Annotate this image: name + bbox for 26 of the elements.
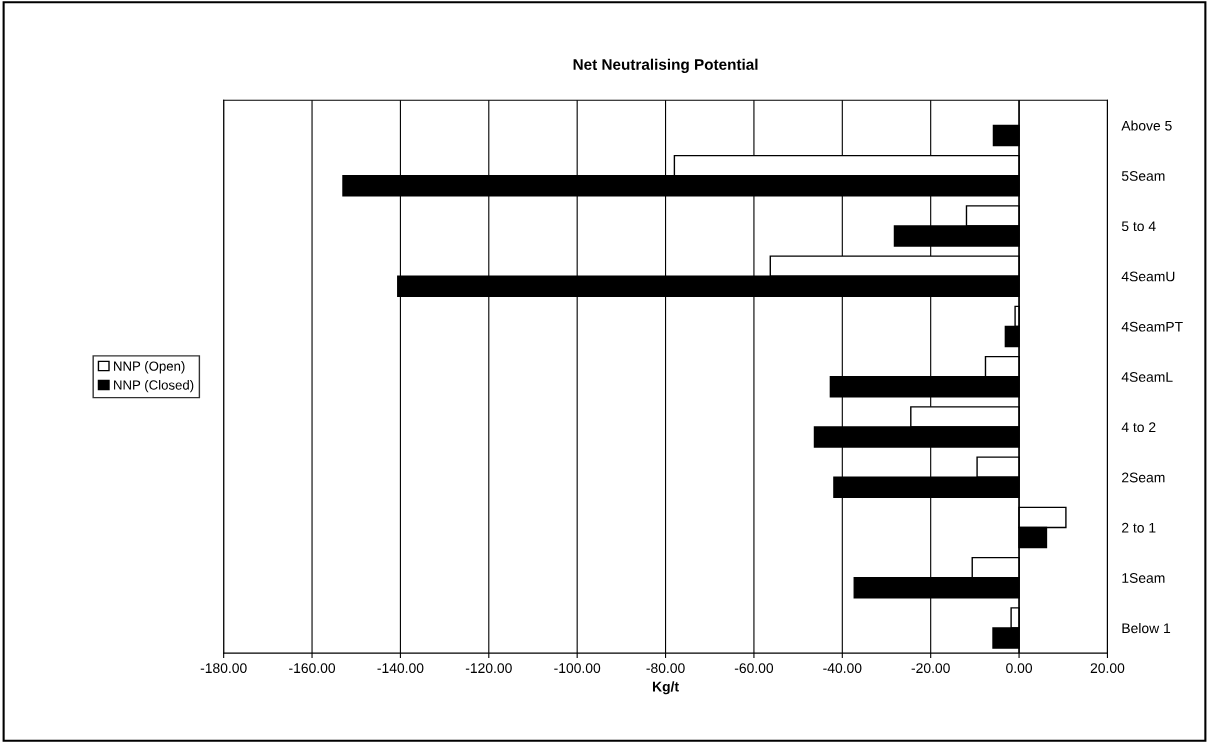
y-tick-label: 2Seam bbox=[1122, 472, 1165, 483]
y-tick-label: 4SeamPT bbox=[1121, 321, 1183, 332]
y-tick-label: 5 to 4 bbox=[1121, 221, 1156, 232]
x-tick-label: -120.00 bbox=[465, 663, 512, 674]
x-tick-label: -20.00 bbox=[911, 663, 950, 674]
y-tick-label: 4 to 2 bbox=[1121, 422, 1156, 433]
y-tick-label: 1Seam bbox=[1122, 573, 1165, 583]
x-tick-label: -160.00 bbox=[289, 663, 336, 674]
y-tick-label: 4SeamL bbox=[1121, 372, 1173, 382]
x-tick-label: -180.00 bbox=[200, 663, 247, 674]
legend-label: NNP (Closed) bbox=[114, 380, 194, 393]
x-tick-label: -140.00 bbox=[377, 663, 424, 674]
y-tick-label: 2 to 1 bbox=[1122, 522, 1156, 533]
x-axis-title: Kg/t bbox=[652, 681, 679, 695]
chart-title: Net Neutralising Potential bbox=[573, 58, 758, 73]
y-tick-label: 4SeamU bbox=[1121, 271, 1175, 282]
x-tick-label: -100.00 bbox=[554, 663, 601, 674]
legend-label: NNP (Open) bbox=[114, 361, 185, 374]
x-tick-label: -40.00 bbox=[823, 663, 862, 674]
y-tick-label: Above 5 bbox=[1121, 120, 1172, 131]
x-tick-label: -80.00 bbox=[646, 663, 685, 674]
x-tick-label: 20.00 bbox=[1090, 663, 1125, 674]
x-tick-label: -60.00 bbox=[734, 663, 774, 674]
y-tick-label: Below 1 bbox=[1122, 622, 1171, 634]
y-tick-label: 5Seam bbox=[1121, 171, 1165, 181]
x-tick-label: 0.00 bbox=[1006, 663, 1033, 674]
